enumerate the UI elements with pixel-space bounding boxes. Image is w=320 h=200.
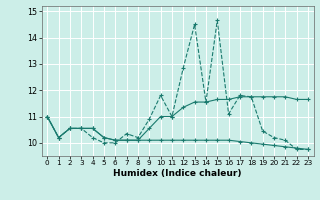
- X-axis label: Humidex (Indice chaleur): Humidex (Indice chaleur): [113, 169, 242, 178]
